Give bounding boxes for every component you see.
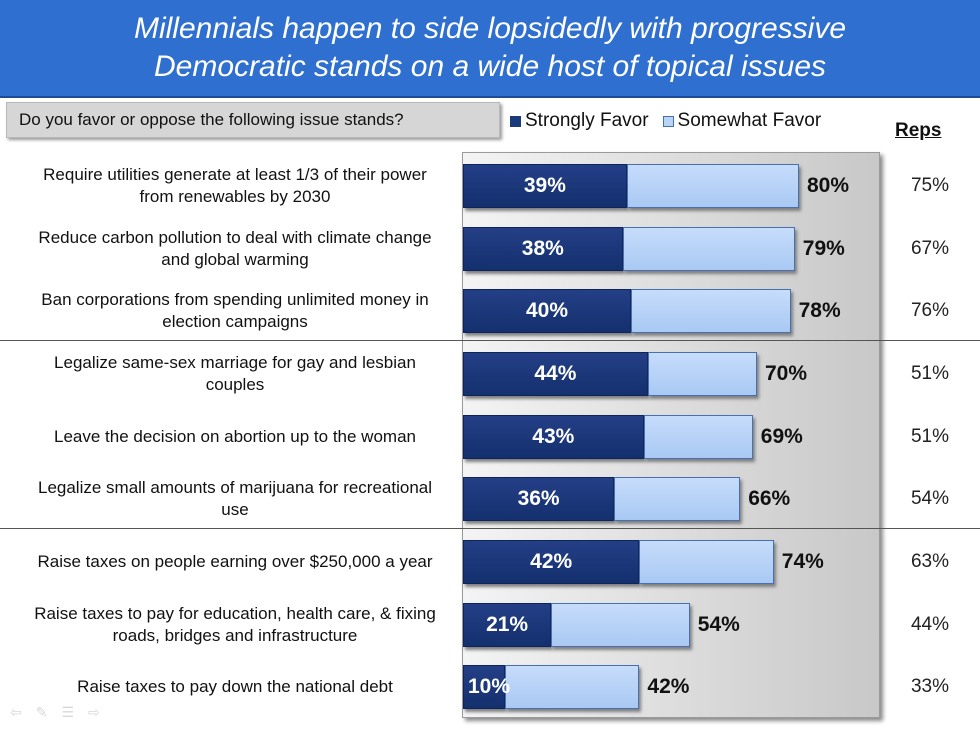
- legend-swatch-somewhat-favor: [662, 115, 674, 127]
- back-arrow-icon[interactable]: ⇦: [10, 704, 22, 720]
- bar-somewhat-favor: [505, 665, 640, 709]
- bar-strongly-favor: [463, 352, 648, 396]
- category-label: Legalize small amounts of marijuana for …: [37, 478, 433, 519]
- bar-somewhat-favor: [647, 352, 757, 396]
- bar-strongly-favor: [463, 665, 505, 709]
- group-divider-1: [0, 340, 980, 341]
- category-label: Reduce carbon pollution to deal with cli…: [38, 228, 432, 269]
- bar-strongly-favor: [463, 477, 615, 521]
- category-label: Raise taxes to pay down the national deb…: [77, 677, 393, 696]
- category-label: Ban corporations from spending unlimited…: [41, 290, 429, 331]
- chart-row: Reduce carbon pollution to deal with cli…: [0, 218, 980, 280]
- chart-row: Raise taxes to pay for education, health…: [0, 594, 980, 656]
- chart-row: Ban corporations from spending unlimited…: [0, 280, 980, 342]
- bar-somewhat-favor: [622, 227, 795, 271]
- chart-row: Leave the decision on abortion up to the…: [0, 406, 980, 468]
- total-favor-value-label: 66%: [748, 487, 791, 510]
- legend-label-somewhat-favor: Somewhat Favor: [677, 110, 822, 131]
- category-label: Require utilities generate at least 1/3 …: [43, 165, 427, 206]
- legend-swatch-strongly-favor: [510, 115, 521, 127]
- chart-row: Legalize small amounts of marijuana for …: [0, 468, 980, 530]
- category-label: Raise taxes to pay for education, health…: [34, 604, 436, 645]
- bar-somewhat-favor: [631, 289, 791, 333]
- total-favor-value-label: 69%: [760, 425, 803, 448]
- chart-row: Require utilities generate at least 1/3 …: [0, 155, 980, 217]
- bar-strongly-favor: [463, 289, 631, 333]
- question-box: Do you favor or oppose the following iss…: [6, 102, 500, 138]
- legend-item-strongly-favor: Strongly Favor: [510, 110, 649, 132]
- bar-somewhat-favor: [614, 477, 741, 521]
- total-favor-value-label: 80%: [807, 174, 850, 197]
- strongly-favor-value-label: 21%: [486, 613, 529, 636]
- category-label: Legalize same-sex marriage for gay and l…: [54, 353, 416, 394]
- chart-row: Raise taxes on people earning over $250,…: [0, 531, 980, 593]
- strongly-favor-value-label: 39%: [523, 174, 566, 197]
- title-line-1: Millennials happen to side lopsidedly wi…: [133, 12, 847, 45]
- reps-value: 51%: [910, 363, 950, 384]
- reps-value: 63%: [910, 551, 950, 572]
- legend-item-somewhat-favor: Somewhat Favor: [662, 110, 822, 132]
- strongly-favor-value-label: 38%: [521, 237, 564, 260]
- strongly-favor-value-label: 10%: [467, 675, 511, 698]
- legend-label-strongly-favor: Strongly Favor: [525, 110, 649, 131]
- strongly-favor-value-label: 40%: [525, 299, 569, 322]
- chart-row: Legalize same-sex marriage for gay and l…: [0, 343, 980, 405]
- title-line-2: Democratic stands on a wide host of topi…: [154, 50, 826, 83]
- slide-nav: ⇦ ✎ ☰ ⇨: [10, 704, 100, 721]
- strongly-favor-value-label: 42%: [530, 550, 573, 573]
- legend: Strongly Favor Somewhat Favor: [510, 110, 821, 132]
- bar-strongly-favor: [463, 415, 644, 459]
- total-favor-value-label: 79%: [802, 237, 845, 260]
- total-favor-value-label: 70%: [765, 362, 808, 385]
- reps-value: 44%: [910, 614, 950, 635]
- reps-value: 54%: [910, 488, 950, 509]
- total-favor-value-label: 42%: [647, 675, 690, 698]
- question-text: Do you favor or oppose the following iss…: [19, 110, 404, 129]
- bar-somewhat-favor: [626, 164, 799, 208]
- total-favor-value-label: 78%: [798, 299, 841, 322]
- group-divider-2: [0, 528, 980, 529]
- bar-somewhat-favor: [639, 540, 774, 584]
- bar-strongly-favor: [463, 540, 640, 584]
- strongly-favor-value-label: 36%: [517, 487, 560, 510]
- reps-column-header: Reps: [895, 120, 942, 141]
- menu-icon[interactable]: ☰: [61, 704, 75, 720]
- bar-somewhat-favor: [551, 603, 690, 647]
- reps-value: 33%: [910, 676, 950, 697]
- total-favor-value-label: 54%: [697, 613, 740, 636]
- bar-somewhat-favor: [643, 415, 753, 459]
- total-favor-value-label: 74%: [781, 550, 824, 573]
- forward-arrow-icon[interactable]: ⇨: [88, 704, 100, 720]
- reps-value: 75%: [910, 175, 950, 196]
- category-label: Leave the decision on abortion up to the…: [54, 427, 416, 446]
- title-banner: Millennials happen to side lopsidedly wi…: [0, 0, 980, 98]
- reps-value: 51%: [910, 426, 950, 447]
- bar-strongly-favor: [463, 603, 552, 647]
- bar-strongly-favor: [463, 164, 627, 208]
- chart-row: Raise taxes to pay down the national deb…: [0, 656, 980, 718]
- pen-icon[interactable]: ✎: [35, 704, 48, 720]
- reps-value: 67%: [910, 238, 950, 259]
- category-label: Raise taxes on people earning over $250,…: [37, 552, 433, 571]
- bar-strongly-favor: [463, 227, 623, 271]
- strongly-favor-value-label: 44%: [534, 362, 577, 385]
- strongly-favor-value-label: 43%: [532, 425, 575, 448]
- reps-value: 76%: [910, 300, 950, 321]
